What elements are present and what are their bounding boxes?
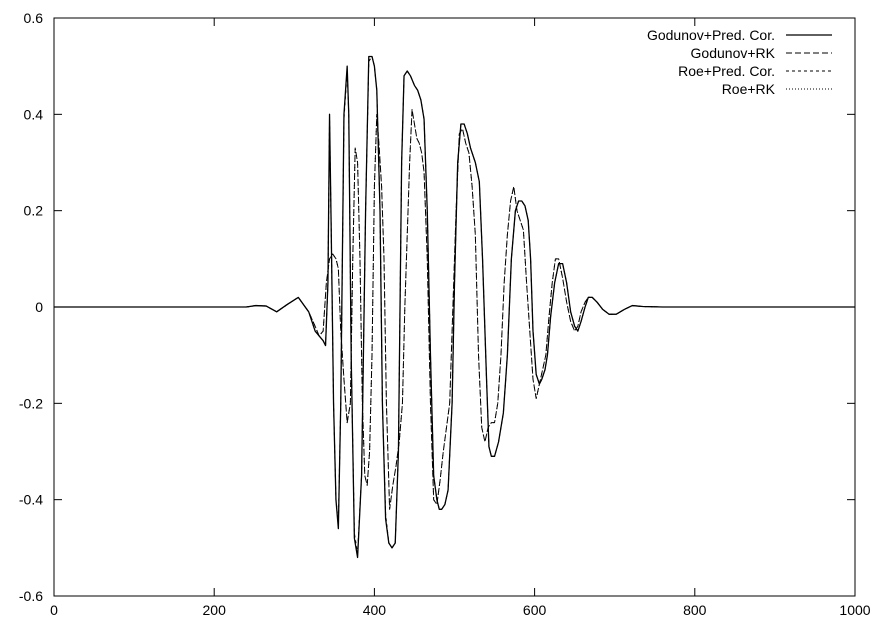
- legend-label: Roe+RK: [722, 81, 776, 97]
- legend-label: Roe+Pred. Cor.: [678, 63, 775, 79]
- y-tick-label: -0.2: [19, 395, 43, 411]
- legend-label: Godunov+RK: [691, 45, 776, 61]
- tick-labels: 0 200 400 600 800 1000 -0.6 -0.4 -0.2 0 0.2 0.4 0.6: [19, 10, 871, 618]
- y-tick-label: 0.4: [24, 106, 44, 122]
- x-tick-label: 600: [523, 602, 547, 618]
- series-lines: [54, 55, 855, 559]
- x-tick-label: 200: [203, 602, 227, 618]
- legend: Godunov+Pred. Cor. Godunov+RK Roe+Pred. Co…: [647, 27, 832, 97]
- x-tick-label: 1000: [839, 602, 870, 618]
- y-tick-label: 0.2: [24, 203, 44, 219]
- series-line-2: [54, 109, 855, 510]
- x-tick-label: 400: [363, 602, 387, 618]
- series-line-4: [54, 109, 855, 510]
- y-tick-label: 0: [35, 299, 43, 315]
- series-line-3: [54, 56, 855, 554]
- tick-marks: [53, 17, 856, 597]
- x-tick-label: 800: [683, 602, 707, 618]
- y-tick-label: -0.4: [19, 492, 43, 508]
- x-tick-label: 0: [50, 602, 58, 618]
- legend-label: Godunov+Pred. Cor.: [647, 27, 775, 43]
- y-tick-label: -0.6: [19, 588, 43, 604]
- y-tick-label: 0.6: [24, 10, 44, 26]
